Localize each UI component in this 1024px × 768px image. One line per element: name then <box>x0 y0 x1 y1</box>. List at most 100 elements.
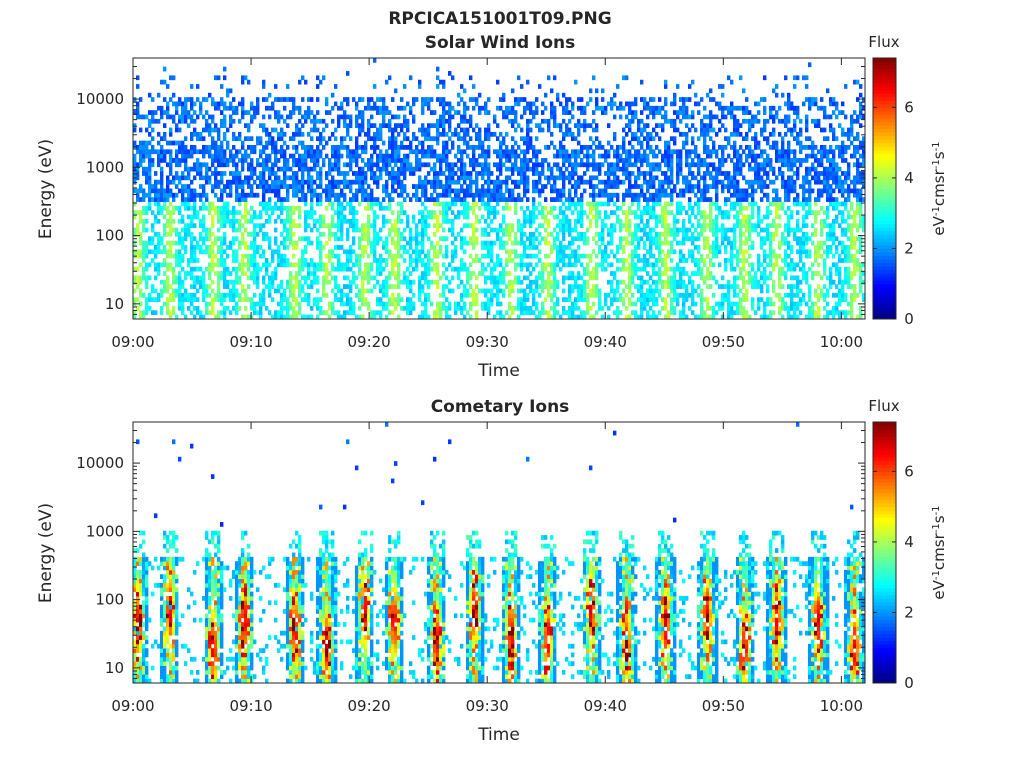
spectrogram-cell <box>571 271 575 276</box>
spectrogram-cell <box>403 305 407 311</box>
spectrogram-cell <box>607 253 611 259</box>
spectrogram-cell <box>442 201 446 207</box>
spectrogram-cell <box>490 288 494 294</box>
spectrogram-cell <box>220 153 224 159</box>
spectrogram-cell <box>571 171 575 176</box>
spectrogram-cell <box>190 197 194 202</box>
spectrogram-cell <box>196 305 200 311</box>
spectrogram-cell <box>169 232 173 237</box>
spectrogram-cell <box>448 101 452 107</box>
spectrogram-cell <box>193 110 197 115</box>
spectrogram-cell <box>229 192 233 198</box>
spectrogram-cell <box>244 158 248 163</box>
spectrogram-cell <box>463 205 467 211</box>
spectrogram-cell <box>355 314 359 320</box>
spectrogram-cell <box>223 240 227 246</box>
spectrogram-cell <box>268 105 272 111</box>
spectrogram-cell <box>607 179 611 185</box>
spectrogram-cell <box>211 266 215 272</box>
spectrogram-cell <box>595 266 599 272</box>
spectrogram-cell <box>610 240 614 246</box>
spectrogram-cell <box>469 158 473 163</box>
spectrogram-cell <box>538 175 542 181</box>
spectrogram-cell <box>205 162 209 168</box>
spectrogram-cell <box>385 275 389 281</box>
spectrogram-cell <box>490 210 494 215</box>
spectrogram-cell <box>301 162 305 168</box>
spectrogram-cell <box>334 297 338 302</box>
spectrogram-cell <box>421 127 425 133</box>
spectrogram-cell <box>274 227 278 233</box>
spectrogram-cell <box>622 166 626 172</box>
spectrogram-cell <box>397 114 401 120</box>
spectrogram-cell <box>658 184 662 189</box>
spectrogram-cell <box>457 145 461 150</box>
spectrogram-cell <box>268 218 272 224</box>
spectrogram-cell <box>313 166 317 172</box>
spectrogram-cell <box>151 210 155 215</box>
spectrogram-cell <box>301 179 305 185</box>
spectrogram-cell <box>211 214 215 220</box>
spectrogram-cell <box>373 210 377 215</box>
spectrogram-cell <box>397 153 401 159</box>
spectrogram-cell <box>505 184 509 189</box>
spectrogram-cell <box>148 110 152 115</box>
spectrogram-cell <box>364 232 368 237</box>
spectrogram-cell <box>508 292 512 298</box>
spectrogram-cell <box>526 266 530 272</box>
spectrogram-cell <box>511 192 515 198</box>
spectrogram-cell <box>202 162 206 168</box>
spectrogram-cell <box>619 114 623 120</box>
spectrogram-cell <box>448 205 452 211</box>
spectrogram-cell <box>343 275 347 281</box>
spectrogram-cell <box>430 145 434 150</box>
spectrogram-cell <box>472 205 476 211</box>
spectrogram-cell <box>238 171 242 176</box>
spectrogram-cell <box>235 236 239 242</box>
spectrogram-cell <box>487 297 491 302</box>
spectrogram-cell <box>274 97 278 102</box>
spectrogram-cell <box>160 136 164 142</box>
spectrogram-cell <box>544 214 548 220</box>
spectrogram-cell <box>217 131 221 137</box>
spectrogram-cell <box>274 153 278 159</box>
spectrogram-cell <box>370 266 374 272</box>
spectrogram-cell <box>577 232 581 237</box>
spectrogram-cell <box>478 218 482 224</box>
spectrogram-cell <box>322 266 326 272</box>
spectrogram-cell <box>421 140 425 146</box>
spectrogram-cell <box>397 284 401 289</box>
spectrogram-cell <box>178 97 182 102</box>
spectrogram-cell <box>325 271 329 276</box>
spectrogram-cell <box>406 275 410 281</box>
spectrogram-cell <box>145 245 149 250</box>
spectrogram-cell <box>181 245 185 250</box>
spectrogram-cell <box>337 153 341 159</box>
spectrogram-cell <box>541 184 545 189</box>
spectrogram-cell <box>424 131 428 137</box>
spectrogram-cell <box>382 140 386 146</box>
spectrogram-cell <box>478 145 482 150</box>
spectrogram-cell <box>529 136 533 142</box>
spectrogram-cell <box>631 236 635 242</box>
spectrogram-cell <box>550 297 554 302</box>
spectrogram-cell <box>625 218 629 224</box>
spectrogram-cell <box>370 240 374 246</box>
spectrogram-cell <box>205 145 209 150</box>
spectrogram-cell <box>298 79 302 85</box>
spectrogram-cell <box>424 262 428 268</box>
spectrogram-cell <box>172 92 176 98</box>
spectrogram-cell <box>136 223 140 229</box>
spectrogram-cell <box>187 292 191 298</box>
spectrogram-cell <box>175 184 179 189</box>
spectrogram-cell <box>259 310 263 316</box>
spectrogram-cell <box>283 245 287 250</box>
spectrogram-cell <box>586 253 590 259</box>
spectrogram-cell <box>244 201 248 207</box>
spectrogram-cell <box>304 223 308 229</box>
spectrogram-cell <box>190 101 194 107</box>
spectrogram-cell <box>298 184 302 189</box>
spectrogram-cell <box>562 136 566 142</box>
spectrogram-cell <box>187 188 191 194</box>
spectrogram-cell <box>406 101 410 107</box>
